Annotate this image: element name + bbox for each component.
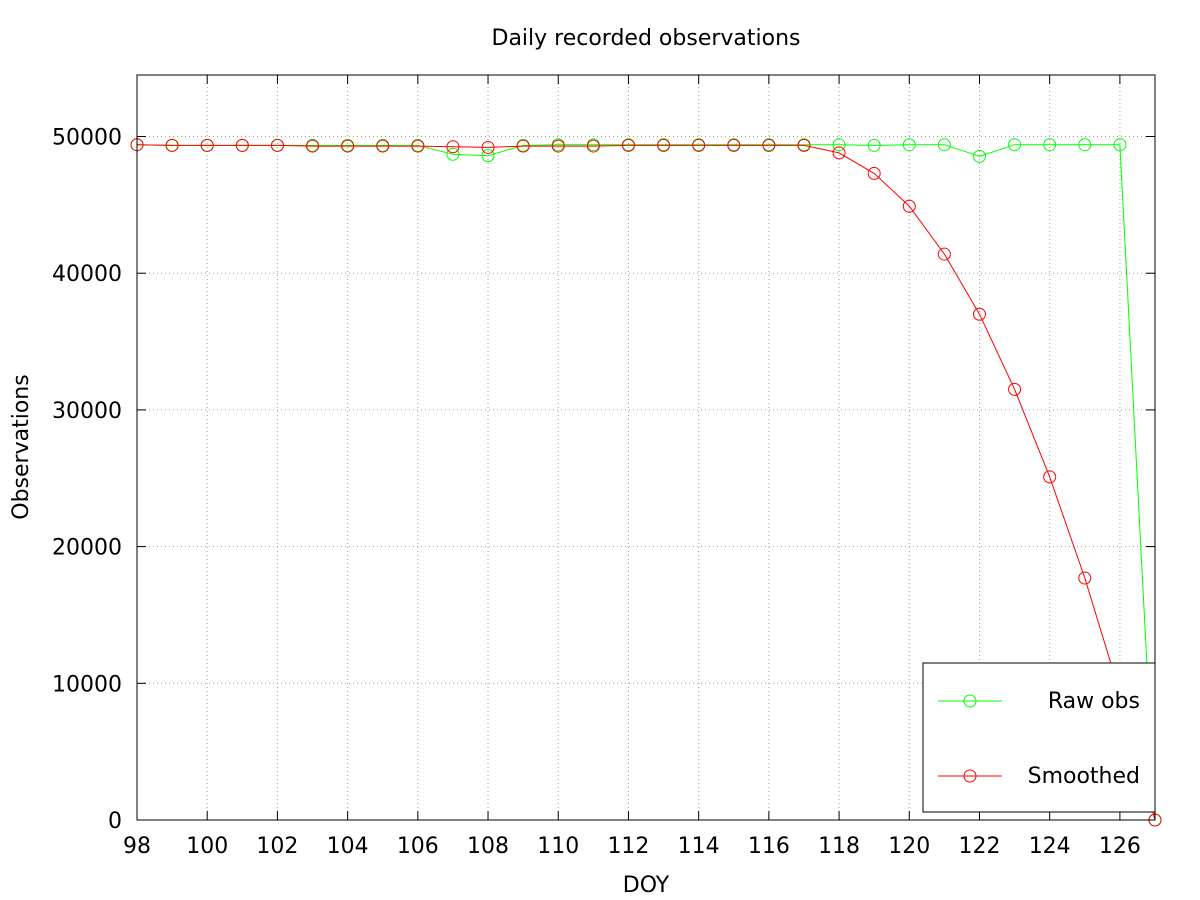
data-point-smoothed (1078, 571, 1092, 585)
data-point-smoothed (1008, 382, 1022, 396)
data-point-smoothed (692, 138, 706, 152)
data-point-raw-obs (446, 147, 460, 161)
x-tick-label: 104 (327, 834, 369, 859)
data-point-smoothed (727, 138, 741, 152)
chart-title: Daily recorded observations (492, 26, 801, 51)
data-point-smoothed (481, 140, 495, 154)
data-point-smoothed (165, 138, 179, 152)
data-point-smoothed (411, 139, 425, 153)
data-point-raw-obs (1043, 138, 1057, 152)
x-tick-label: 118 (818, 834, 860, 859)
legend-marker-smoothed (963, 769, 977, 783)
x-tick-label: 106 (397, 834, 439, 859)
x-tick-label: 102 (256, 834, 298, 859)
y-tick-label: 50000 (52, 126, 122, 151)
data-point-raw-obs (1113, 138, 1127, 152)
legend: Raw obs Smoothed (922, 662, 1156, 813)
series-smoothed (130, 138, 1162, 827)
data-point-raw-obs (972, 149, 986, 163)
x-tick-label: 112 (607, 834, 649, 859)
data-point-smoothed (200, 138, 214, 152)
data-point-smoothed (235, 138, 249, 152)
series-layer (130, 138, 1162, 827)
data-point-smoothed (270, 138, 284, 152)
data-point-smoothed (376, 139, 390, 153)
data-point-raw-obs (1008, 138, 1022, 152)
x-tick-label: 114 (678, 834, 720, 859)
y-axis-label: Observations (9, 374, 34, 519)
data-point-smoothed (832, 146, 846, 160)
y-tick-label: 0 (108, 809, 122, 834)
x-tick-label: 124 (1029, 834, 1071, 859)
data-point-raw-obs (867, 138, 881, 152)
y-tick-label: 10000 (52, 672, 122, 697)
data-point-smoothed (621, 138, 635, 152)
data-point-raw-obs (902, 138, 916, 152)
axis-ticks: 98 100 102 104 106 108 110 112 114 116 118 120 122 12… (52, 75, 1155, 859)
legend-label-raw-obs: Raw obs (1048, 689, 1140, 714)
data-point-smoothed (586, 139, 600, 153)
data-point-smoothed (516, 139, 530, 153)
x-tick-label: 116 (748, 834, 790, 859)
data-point-raw-obs (937, 138, 951, 152)
legend-label-smoothed: Smoothed (1028, 764, 1140, 789)
data-point-smoothed (306, 139, 320, 153)
data-point-smoothed (972, 307, 986, 321)
x-tick-label: 110 (537, 834, 579, 859)
data-point-smoothed (341, 139, 355, 153)
data-point-smoothed (867, 166, 881, 180)
data-point-raw-obs (481, 149, 495, 163)
x-tick-label: 100 (186, 834, 228, 859)
x-tick-label: 122 (958, 834, 1000, 859)
y-tick-label: 30000 (52, 399, 122, 424)
data-point-raw-obs (832, 138, 846, 152)
plot-frame (136, 74, 1156, 821)
legend-marker-raw-obs (963, 694, 977, 708)
data-point-smoothed (551, 139, 565, 153)
data-point-smoothed (937, 247, 951, 261)
data-point-smoothed (657, 138, 671, 152)
data-point-raw-obs (1078, 138, 1092, 152)
data-point-smoothed (762, 138, 776, 152)
data-point-smoothed (446, 140, 460, 154)
legend-box (922, 662, 1156, 813)
x-tick-label: 120 (888, 834, 930, 859)
y-tick-label: 40000 (52, 262, 122, 287)
x-tick-label: 98 (123, 834, 151, 859)
x-tick-label: 108 (467, 834, 509, 859)
data-point-smoothed (797, 138, 811, 152)
x-tick-label: 126 (1099, 834, 1141, 859)
y-tick-label: 20000 (52, 536, 122, 561)
data-point-smoothed (902, 199, 916, 213)
data-point-smoothed (1043, 470, 1057, 484)
x-axis-label: DOY (623, 873, 670, 898)
